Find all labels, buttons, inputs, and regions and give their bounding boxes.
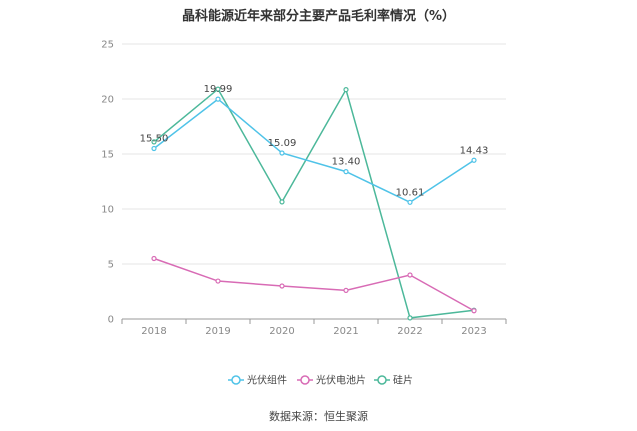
data-point: [215, 96, 221, 102]
x-tick-label: 2019: [205, 326, 230, 337]
data-point: [279, 199, 285, 205]
legend-marker: [377, 375, 387, 385]
legend-marker: [231, 375, 241, 385]
x-tick-label: 2022: [397, 326, 422, 337]
x-tick-label: 2018: [141, 326, 166, 337]
data-label: 19.99: [204, 84, 233, 95]
y-tick-label: 15: [101, 150, 114, 161]
y-tick-label: 25: [101, 40, 114, 51]
data-point: [151, 145, 157, 152]
source-note: 数据来源：恒生聚源: [269, 410, 368, 423]
data-label: 15.09: [268, 138, 297, 149]
y-tick-label: 20: [101, 95, 114, 106]
data-point: [407, 315, 413, 321]
data-point: [471, 157, 477, 163]
data-point: [343, 87, 349, 93]
series-line: [153, 87, 475, 319]
legend-label: 光伏电池片: [316, 374, 366, 387]
data-point: [215, 278, 221, 284]
x-tick-label: 2020: [269, 326, 294, 337]
data-point: [151, 255, 157, 262]
data-point: [215, 86, 221, 92]
data-point: [151, 139, 157, 145]
y-tick-label: 5: [108, 260, 114, 271]
data-point: [407, 199, 413, 205]
x-tick-label: 2023: [461, 326, 486, 337]
data-label: 10.61: [396, 187, 425, 198]
data-point: [279, 150, 285, 156]
legend-label: 光伏组件: [247, 374, 287, 387]
chart-title: 晶科能源近年来部分主要产品毛利率情况（%）: [181, 9, 456, 24]
data-point: [279, 283, 285, 289]
data-point: [407, 272, 413, 278]
y-tick-label: 0: [108, 315, 114, 326]
legend-marker: [300, 375, 310, 385]
data-label: 15.50: [140, 134, 169, 145]
data-label: 14.43: [460, 145, 489, 156]
series-line: [153, 98, 475, 204]
series-line: [153, 257, 475, 312]
data-point: [343, 169, 349, 175]
data-point: [471, 308, 477, 314]
x-tick-label: 2021: [333, 326, 358, 337]
legend-label: 硅片: [393, 374, 413, 387]
data-label: 13.40: [332, 157, 361, 168]
data-point: [343, 287, 349, 293]
y-tick-label: 10: [101, 205, 114, 216]
